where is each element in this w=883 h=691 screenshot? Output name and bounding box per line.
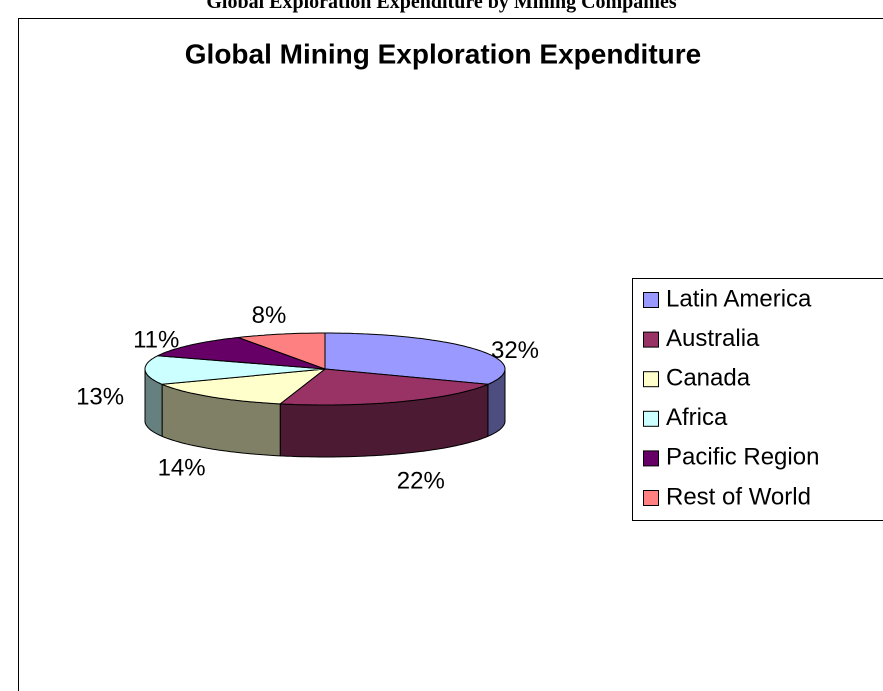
data-label: 32% [491, 337, 539, 364]
slice [324, 332, 506, 385]
legend-label: Canada [666, 365, 751, 392]
slice [144, 355, 326, 385]
legend-swatch [643, 371, 659, 388]
legend-swatch [643, 292, 659, 308]
data-label: 8% [252, 302, 287, 329]
legend-swatch [643, 490, 659, 506]
slice [238, 332, 326, 370]
legend-swatch [643, 331, 659, 348]
data-label: 13% [76, 383, 124, 410]
legend-label: Australia [666, 325, 760, 352]
data-label: 22% [397, 468, 445, 495]
chart-title: Global Mining Exploration Expenditure [185, 38, 701, 69]
legend-swatch [643, 450, 659, 467]
data-label: 14% [158, 455, 206, 482]
legend-label: Latin America [666, 285, 812, 312]
slice [157, 336, 326, 370]
legend-swatch [643, 410, 659, 427]
legend-label: Africa [666, 404, 728, 431]
slice [160, 368, 327, 405]
slice [278, 368, 490, 406]
legend-label: Pacific Region [666, 444, 819, 471]
caption: Global Exploration Expenditure by Mining… [206, 0, 677, 13]
legend-box [632, 278, 883, 521]
legend-label: Rest of World [666, 483, 811, 510]
data-label: 11% [133, 327, 179, 354]
